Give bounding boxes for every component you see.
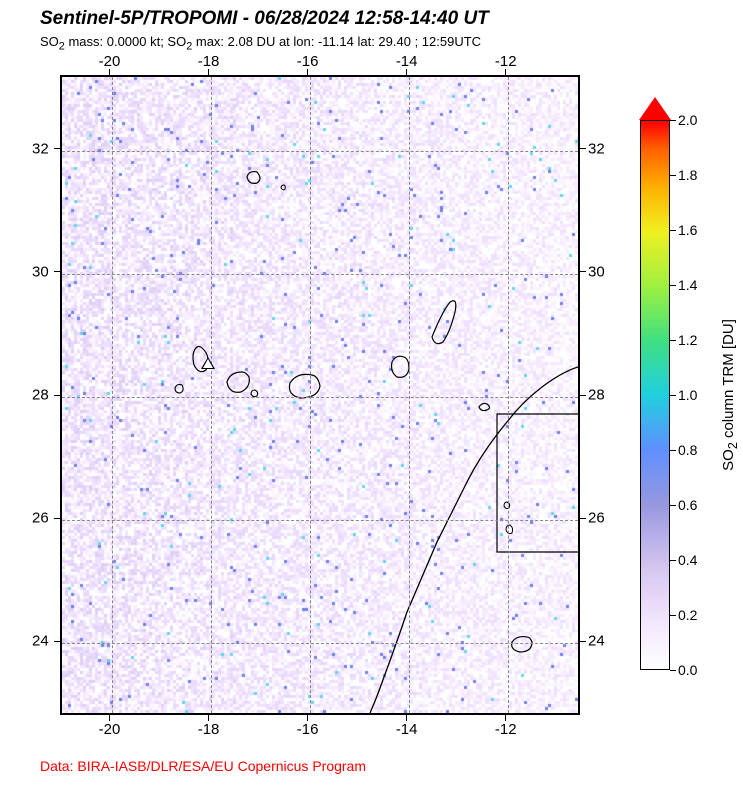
volcano-marker-icon — [201, 357, 215, 369]
colorbar-tick-label: 0.0 — [678, 662, 697, 678]
grid-line-vertical — [310, 77, 311, 713]
y-axis-tick-label: 32 — [588, 140, 605, 157]
colorbar-gradient — [640, 120, 670, 670]
tick-mark — [670, 615, 676, 616]
tick-mark — [307, 715, 308, 721]
colorbar-label: SO2 column TRM [DU] — [720, 319, 740, 471]
map-plot-area — [60, 75, 580, 715]
tick-mark — [670, 340, 676, 341]
x-axis-tick-label: -20 — [99, 53, 121, 70]
y-axis-tick-label: 24 — [588, 633, 605, 650]
tick-mark — [109, 715, 110, 721]
tick-mark — [670, 395, 676, 396]
tick-mark — [670, 285, 676, 286]
tick-mark — [670, 505, 676, 506]
grid-line-vertical — [508, 77, 509, 713]
tick-mark — [208, 715, 209, 721]
x-axis-tick-label: -16 — [297, 721, 319, 738]
colorbar-tick-label: 1.8 — [678, 167, 697, 183]
colorbar-arrow-icon — [639, 97, 671, 120]
tick-mark — [208, 69, 209, 75]
grid-line-horizontal — [62, 520, 578, 521]
x-axis-tick-label: -12 — [495, 53, 517, 70]
tick-mark — [670, 175, 676, 176]
chart-title: Sentinel-5P/TROPOMI - 06/28/2024 12:58-1… — [40, 8, 489, 30]
x-axis-tick-label: -14 — [396, 721, 418, 738]
tick-mark — [670, 230, 676, 231]
tick-mark — [580, 641, 586, 642]
tick-mark — [580, 518, 586, 519]
colorbar-tick-label: 0.6 — [678, 497, 697, 513]
tick-mark — [406, 69, 407, 75]
tick-mark — [670, 450, 676, 451]
tick-mark — [54, 641, 60, 642]
tick-mark — [505, 715, 506, 721]
colorbar-tick-label: 1.0 — [678, 387, 697, 403]
chart-subtitle: SO2 mass: 0.0000 kt; SO2 max: 2.08 DU at… — [40, 34, 481, 53]
grid-line-vertical — [409, 77, 410, 713]
x-axis-tick-label: -12 — [495, 721, 517, 738]
colorbar-tick-label: 0.4 — [678, 552, 697, 568]
tick-mark — [54, 518, 60, 519]
y-axis-tick-label: 30 — [588, 263, 605, 280]
y-axis-tick-label: 30 — [32, 263, 49, 280]
x-axis-tick-label: -18 — [198, 721, 220, 738]
y-axis-tick-label: 28 — [588, 387, 605, 404]
y-axis-tick-label: 28 — [32, 387, 49, 404]
x-axis-tick-label: -20 — [99, 721, 121, 738]
tick-mark — [580, 148, 586, 149]
tick-mark — [54, 271, 60, 272]
tick-mark — [580, 271, 586, 272]
tick-mark — [307, 69, 308, 75]
colorbar-tick-label: 1.4 — [678, 277, 697, 293]
tick-mark — [505, 69, 506, 75]
tick-mark — [670, 670, 676, 671]
colorbar-tick-label: 0.2 — [678, 607, 697, 623]
y-axis-tick-label: 26 — [588, 510, 605, 527]
y-axis-tick-label: 26 — [32, 510, 49, 527]
grid-line-horizontal — [62, 151, 578, 152]
colorbar-tick-label: 0.8 — [678, 442, 697, 458]
colorbar-tick-label: 2.0 — [678, 112, 697, 128]
tick-mark — [54, 395, 60, 396]
tick-mark — [109, 69, 110, 75]
tick-mark — [670, 120, 676, 121]
tick-mark — [670, 560, 676, 561]
data-attribution: Data: BIRA-IASB/DLR/ESA/EU Copernicus Pr… — [40, 758, 366, 774]
x-axis-tick-label: -14 — [396, 53, 418, 70]
grid-line-vertical — [112, 77, 113, 713]
grid-line-horizontal — [62, 397, 578, 398]
grid-line-horizontal — [62, 643, 578, 644]
heatmap-layer — [62, 77, 578, 713]
colorbar-tick-label: 1.6 — [678, 222, 697, 238]
tick-mark — [54, 148, 60, 149]
colorbar-tick-label: 1.2 — [678, 332, 697, 348]
y-axis-tick-label: 32 — [32, 140, 49, 157]
x-axis-tick-label: -16 — [297, 53, 319, 70]
tick-mark — [406, 715, 407, 721]
x-axis-tick-label: -18 — [198, 53, 220, 70]
y-axis-tick-label: 24 — [32, 633, 49, 650]
grid-line-horizontal — [62, 274, 578, 275]
colorbar: 0.00.20.40.60.81.01.21.41.61.82.0 — [640, 120, 670, 670]
tick-mark — [580, 395, 586, 396]
grid-line-vertical — [211, 77, 212, 713]
